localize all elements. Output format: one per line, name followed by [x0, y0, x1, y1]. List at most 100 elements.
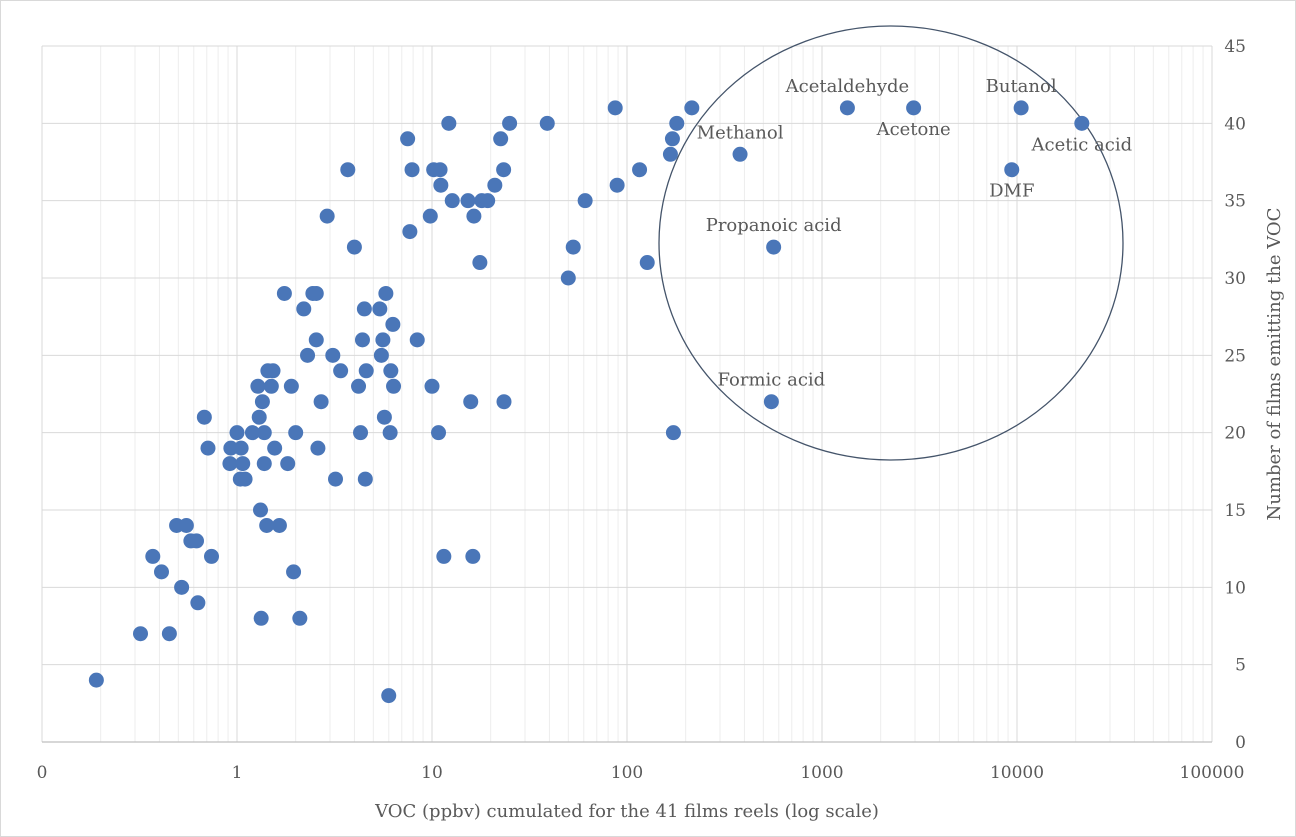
highlight-ellipse	[658, 25, 1124, 461]
data-point	[373, 347, 389, 363]
data-point	[565, 239, 581, 255]
data-point	[431, 425, 447, 441]
data-point	[351, 378, 367, 394]
data-point	[310, 440, 326, 456]
data-point	[235, 456, 251, 472]
point-annotations: Acetaldehyde Butanol Acetone Methanol Acetic…	[697, 76, 1132, 391]
x-tick-label: 1000	[800, 763, 843, 783]
x-tick-labels: 0 1 10 100 1000 10000 100000	[37, 763, 1245, 783]
data-point	[263, 378, 279, 394]
x-tick-label: 0	[37, 763, 48, 783]
y-tick-label: 35	[1224, 192, 1246, 212]
data-point	[253, 610, 269, 626]
data-point	[465, 548, 481, 564]
data-point	[763, 394, 779, 410]
data-point	[346, 239, 362, 255]
data-point	[174, 579, 190, 595]
data-point	[376, 409, 392, 425]
data-point	[839, 100, 855, 116]
data-point	[189, 533, 205, 549]
y-tick-label: 20	[1224, 424, 1246, 444]
point-annotation: Acetone	[876, 119, 951, 140]
data-point	[308, 285, 324, 301]
data-point	[378, 285, 394, 301]
data-point	[375, 332, 391, 348]
data-point	[204, 548, 220, 564]
minor-gridlines	[100, 46, 1204, 742]
data-point	[300, 347, 316, 363]
data-point	[560, 270, 576, 286]
data-point	[404, 162, 420, 178]
data-point	[1013, 100, 1029, 116]
data-point	[480, 193, 496, 209]
data-point	[372, 301, 388, 317]
data-point	[253, 502, 269, 518]
data-point	[145, 548, 161, 564]
data-point	[190, 595, 206, 611]
point-annotation: Acetaldehyde	[785, 76, 910, 97]
data-point	[436, 548, 452, 564]
data-point	[539, 115, 555, 131]
data-point	[354, 332, 370, 348]
data-point	[732, 146, 748, 162]
data-point	[424, 378, 440, 394]
data-point	[265, 363, 281, 379]
data-point	[244, 425, 260, 441]
data-point	[383, 363, 399, 379]
data-point	[254, 394, 270, 410]
y-tick-label: 45	[1224, 37, 1246, 57]
data-point	[288, 425, 304, 441]
x-tick-label: 100	[611, 763, 643, 783]
y-axis-title: Number of films emitting the VOC	[1264, 208, 1285, 521]
data-point	[460, 193, 476, 209]
data-point	[271, 517, 287, 533]
data-point	[684, 100, 700, 116]
data-point	[386, 378, 402, 394]
data-point	[250, 378, 266, 394]
data-point	[328, 471, 344, 487]
data-point	[433, 177, 449, 193]
data-point	[1004, 162, 1020, 178]
y-tick-label: 30	[1224, 269, 1246, 289]
major-gridlines	[41, 45, 1213, 742]
data-point	[441, 115, 457, 131]
y-tick-label: 5	[1235, 656, 1246, 676]
x-tick-label: 1	[232, 763, 243, 783]
data-point	[256, 456, 272, 472]
data-point	[607, 100, 623, 116]
data-point	[200, 440, 216, 456]
data-point	[325, 347, 341, 363]
data-point	[662, 146, 678, 162]
data-point	[319, 208, 335, 224]
data-point	[409, 332, 425, 348]
data-point	[133, 626, 149, 642]
data-point	[432, 162, 448, 178]
data-point	[493, 131, 509, 147]
data-point	[422, 208, 438, 224]
x-axis-title: VOC (ppbv) cumulated for the 41 films re…	[374, 801, 879, 822]
data-point	[496, 394, 512, 410]
data-point	[283, 378, 299, 394]
data-point	[153, 564, 169, 580]
data-point	[577, 193, 593, 209]
data-point	[402, 224, 418, 240]
data-point	[161, 626, 177, 642]
data-point	[313, 394, 329, 410]
data-point	[222, 456, 238, 472]
data-point	[267, 440, 283, 456]
data-point	[233, 440, 249, 456]
data-point	[487, 177, 503, 193]
point-annotation: Propanoic acid	[706, 215, 842, 236]
data-point	[906, 100, 922, 116]
data-point	[1074, 115, 1090, 131]
y-tick-label: 15	[1224, 501, 1246, 521]
data-point	[385, 316, 401, 332]
data-point	[276, 285, 292, 301]
data-point	[357, 471, 373, 487]
y-tick-label: 10	[1224, 578, 1246, 598]
y-tick-label: 40	[1224, 114, 1246, 134]
data-point	[639, 255, 655, 271]
data-points	[88, 100, 1090, 704]
